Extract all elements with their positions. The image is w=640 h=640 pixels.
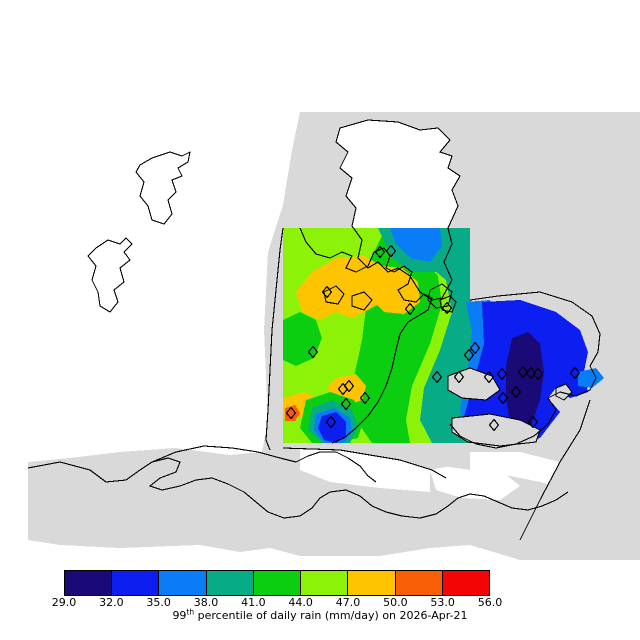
colorbar-tick-label: 44.0 xyxy=(288,596,313,609)
colorbar-segment-3[interactable] xyxy=(206,571,254,595)
station-marker[interactable] xyxy=(510,385,522,399)
contour-band-47-50-central-max xyxy=(296,256,392,320)
station-marker[interactable] xyxy=(525,366,537,380)
land-southeast-overlay xyxy=(520,392,640,560)
colorbar-tick-label: 50.0 xyxy=(383,596,408,609)
station-marker[interactable] xyxy=(321,285,333,299)
contour-band-29-32-east-core xyxy=(506,332,544,432)
coast-west-island-north xyxy=(135,151,191,225)
contour-band-35-38-east-tail xyxy=(578,368,604,388)
land-lower-bar-overlay xyxy=(452,414,540,446)
coast-islet-d xyxy=(439,295,457,313)
colorbar-segment-5[interactable] xyxy=(301,571,349,595)
coast-domain-west xyxy=(265,227,284,451)
station-marker[interactable] xyxy=(453,370,465,384)
caption-percentile-number: 99 xyxy=(172,609,187,622)
coast-southwest-bay xyxy=(151,445,377,483)
station-marker[interactable] xyxy=(374,245,386,259)
colorbar-segment-8[interactable] xyxy=(442,571,489,595)
coast-small-island xyxy=(555,383,573,401)
caption-rest: percentile of daily rain (mm/day) on 202… xyxy=(194,609,468,622)
station-marker[interactable] xyxy=(441,301,453,315)
contour-band-32-35-sw-min-core xyxy=(318,412,346,443)
station-marker[interactable] xyxy=(469,341,481,355)
land-overlay-layer xyxy=(283,228,640,560)
contour-field-east xyxy=(450,300,604,446)
colorbar-caption: 99th percentile of daily rain (mm/day) o… xyxy=(0,607,640,622)
colorbar-tick-label: 41.0 xyxy=(241,596,266,609)
station-marker[interactable] xyxy=(359,391,371,405)
contour-band-35-38-north xyxy=(388,228,442,262)
station-marker[interactable] xyxy=(532,367,544,381)
coast-domain-interior xyxy=(299,227,433,444)
colorbar-tick-label: 32.0 xyxy=(99,596,124,609)
colorbar-segment-6[interactable] xyxy=(348,571,396,595)
station-marker[interactable] xyxy=(463,348,475,362)
station-marker[interactable] xyxy=(431,370,443,384)
station-marker[interactable] xyxy=(497,391,509,405)
coast-east-region xyxy=(449,291,601,449)
contour-band-38-41-east-ramp xyxy=(450,300,478,436)
colorbar-segment-2[interactable] xyxy=(159,571,207,595)
land-south-shelf-overlay xyxy=(283,443,470,470)
coast-islet-b xyxy=(351,291,373,311)
colorbar-segment-1[interactable] xyxy=(112,571,160,595)
colorbar-segment-7[interactable] xyxy=(395,571,443,595)
station-marker[interactable] xyxy=(343,379,355,393)
station-marker[interactable] xyxy=(385,244,397,258)
station-marker[interactable] xyxy=(404,302,416,316)
colorbar-segment-4[interactable] xyxy=(253,571,302,595)
station-marker[interactable] xyxy=(496,367,508,381)
station-marker[interactable] xyxy=(337,382,349,396)
coast-far-southeast xyxy=(519,399,591,541)
coast-southwest-mainland xyxy=(27,457,569,519)
station-marker[interactable] xyxy=(527,415,539,429)
land-peninsula-overlay xyxy=(448,368,500,400)
station-marker[interactable] xyxy=(285,406,297,420)
station-marker[interactable] xyxy=(488,418,500,432)
contour-band-47-50-east-lobe xyxy=(372,266,420,314)
coast-south-shelf xyxy=(282,447,447,479)
coast-se-peninsula xyxy=(447,367,501,401)
water-south-bay xyxy=(300,448,430,492)
colorbar-tick-label: 35.0 xyxy=(146,596,171,609)
land-northeast-overlay xyxy=(470,228,640,300)
station-marker[interactable] xyxy=(569,366,581,380)
station-marker[interactable] xyxy=(517,365,529,379)
coast-lower-bar xyxy=(451,413,541,447)
coast-west-island-south xyxy=(87,237,133,313)
contour-field-main xyxy=(283,228,471,443)
coast-islet-c xyxy=(427,283,453,309)
colorbar-tick-label: 47.0 xyxy=(335,596,361,609)
colorbar-tick-label: 56.0 xyxy=(477,596,503,609)
colorbar-tick-label: 29.0 xyxy=(51,596,77,609)
colorbar-ticks: 29.0 32.0 35.0 38.0 41.0 44.0 47.0 50.0 53.0 56.0 xyxy=(0,596,640,610)
station-marker[interactable] xyxy=(325,415,337,429)
caption-percentile-suffix: th xyxy=(186,607,195,617)
station-marker[interactable] xyxy=(483,370,495,384)
colorbar[interactable] xyxy=(64,570,490,596)
coast-north-island xyxy=(335,119,461,301)
contour-band-41-44-west-blob xyxy=(283,312,322,366)
station-markers-layer xyxy=(285,244,581,432)
colorbar-strip[interactable] xyxy=(64,570,490,596)
water-west-sea xyxy=(0,112,300,540)
contour-band-53-56-west-core xyxy=(285,405,300,421)
colorbar-segment-0[interactable] xyxy=(65,571,113,595)
station-marker[interactable] xyxy=(307,345,319,359)
colorbar-tick-label: 53.0 xyxy=(430,596,455,609)
station-marker[interactable] xyxy=(340,397,352,411)
coast-islet-a xyxy=(323,285,345,305)
contour-band-38-41-north-ring xyxy=(378,228,452,272)
coastline-layer xyxy=(27,119,601,541)
colorbar-tick-label: 38.0 xyxy=(193,596,219,609)
